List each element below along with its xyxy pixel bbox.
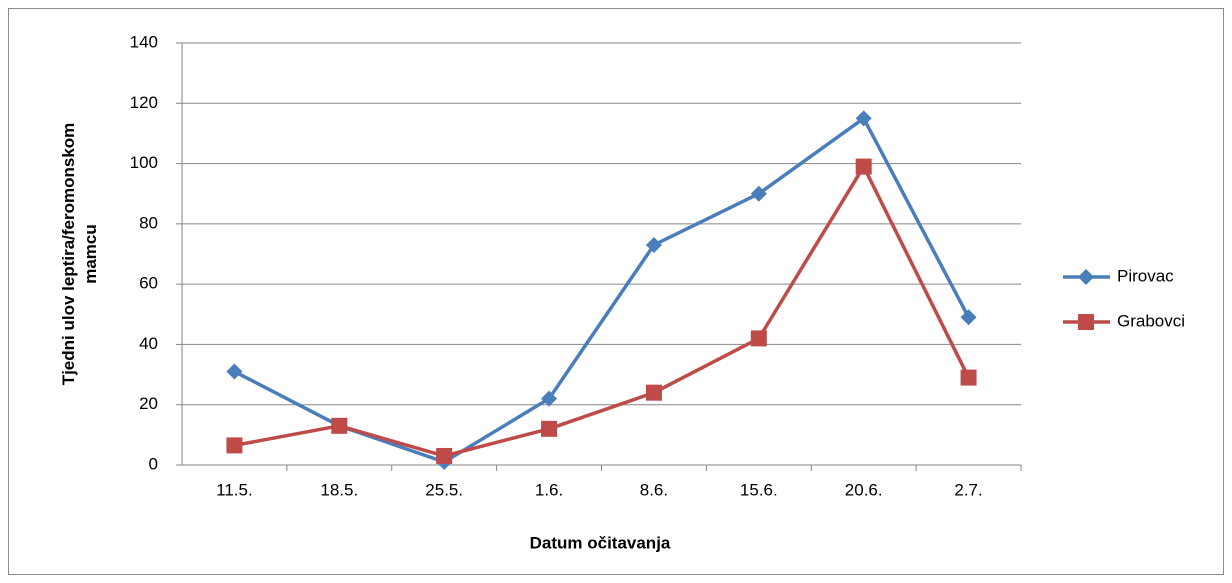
legend-label: Grabovci [1117, 311, 1185, 330]
data-point [750, 330, 767, 347]
y-tick-label: 140 [130, 32, 158, 51]
y-tick-label: 20 [139, 394, 158, 413]
x-tick-label: 11.5. [216, 480, 253, 499]
data-point [541, 390, 558, 407]
data-point [436, 447, 453, 464]
legend-marker [1078, 314, 1094, 330]
series-line [234, 164, 971, 458]
y-tick-label: 40 [139, 334, 158, 353]
y-tick-label: 120 [130, 93, 158, 112]
x-tick-label: 2.7. [954, 480, 982, 499]
x-tick-label: 18.5. [320, 480, 358, 499]
data-point [226, 363, 243, 380]
data-point [331, 417, 348, 434]
y-tick-label: 80 [139, 213, 158, 232]
y-tick-label: 60 [139, 274, 158, 293]
data-point [541, 420, 558, 437]
x-tick-label: 25.5. [425, 480, 463, 499]
legend-label: Pirovac [1117, 266, 1174, 285]
data-point [855, 158, 872, 175]
data-point [960, 309, 977, 326]
x-tick-label: 8.6. [640, 480, 668, 499]
data-point [960, 369, 977, 386]
data-point [645, 384, 662, 401]
data-point [750, 185, 767, 202]
data-point [645, 236, 662, 253]
data-point [226, 437, 243, 454]
x-tick-label: 20.6. [845, 480, 883, 499]
y-tick-label: 0 [149, 454, 158, 473]
chart-border [8, 8, 1224, 575]
legend-marker [1078, 269, 1094, 285]
data-point [855, 110, 872, 127]
y-tick-label: 100 [130, 153, 158, 172]
x-tick-label: 1.6. [535, 480, 563, 499]
x-axis-label: Datum očitavanja [530, 533, 671, 552]
x-tick-label: 15.6. [740, 480, 778, 499]
y-axis-label: Tjedni ulov leptira/feromonskom mamcu [59, 123, 100, 386]
